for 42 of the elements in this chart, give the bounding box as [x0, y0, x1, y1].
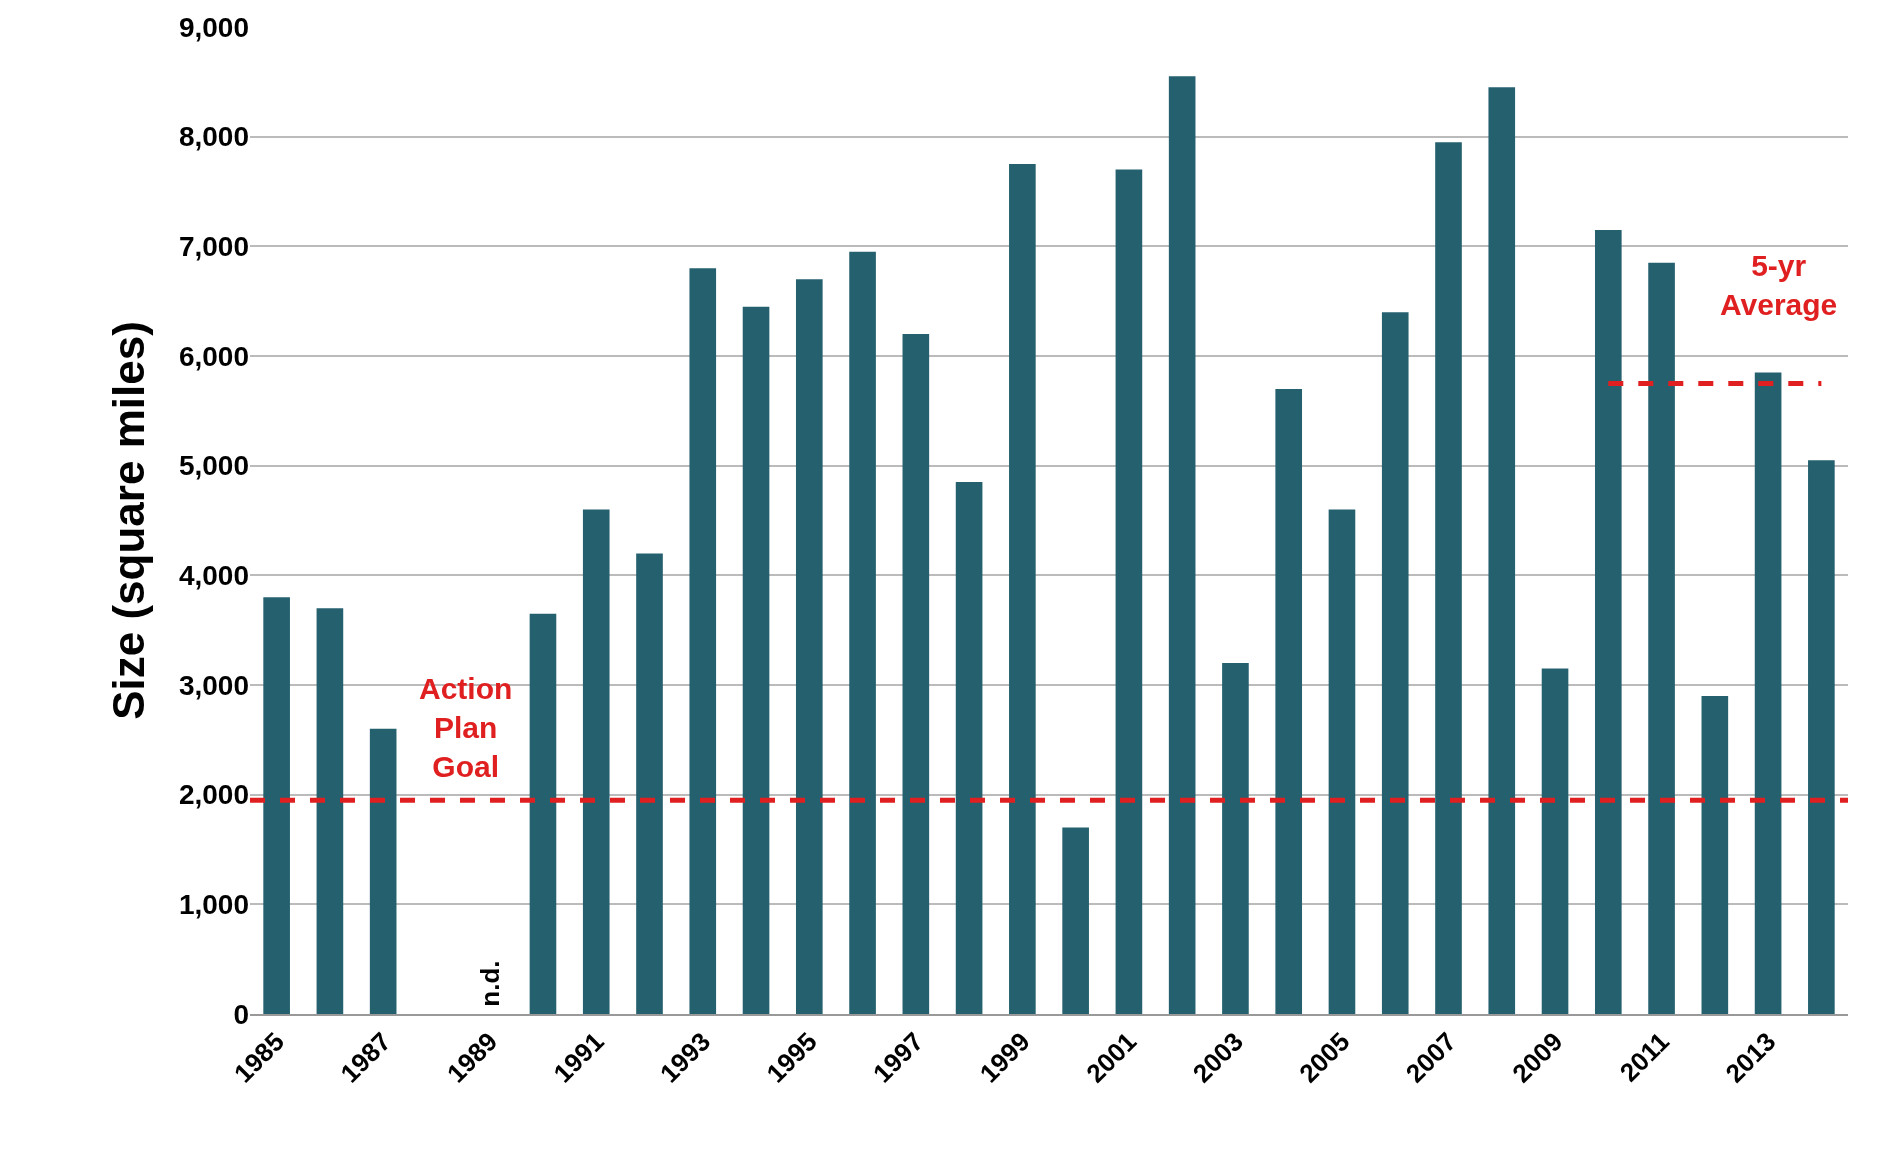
y-tick-label: 6,000 [178, 340, 249, 372]
bar [1701, 695, 1729, 1014]
bar [636, 553, 663, 1014]
bar [689, 268, 717, 1014]
annotation: n.d. [474, 960, 505, 1007]
bar [1594, 229, 1622, 1014]
bar [849, 251, 876, 1014]
y-tick-label: 1,000 [178, 889, 249, 921]
bar [1062, 827, 1089, 1014]
bar [1754, 372, 1782, 1014]
y-tick-label: 7,000 [178, 231, 249, 263]
ref-line-label: Action Plan Goal [419, 672, 513, 783]
bar [529, 613, 557, 1014]
y-tick-label: 5,000 [178, 450, 249, 482]
y-axis-title: Size (square miles) [104, 321, 154, 720]
bar [1328, 509, 1356, 1014]
bar [1808, 460, 1835, 1014]
bar [1648, 262, 1675, 1014]
bar [742, 306, 770, 1014]
bar [1541, 668, 1569, 1014]
bar [369, 728, 397, 1014]
bar [1168, 76, 1196, 1014]
bar [1222, 663, 1249, 1014]
bar [902, 334, 930, 1014]
y-tick-label: 2,000 [178, 779, 249, 811]
bar [1115, 169, 1143, 1014]
bar [795, 279, 823, 1014]
bar [1435, 142, 1462, 1014]
y-tick-label: 0 [233, 998, 249, 1030]
bar [955, 482, 983, 1014]
bar [582, 509, 610, 1014]
y-tick-label: 8,000 [178, 121, 249, 153]
bar [1009, 164, 1036, 1014]
y-tick-label: 9,000 [178, 11, 249, 43]
y-tick-label: 4,000 [178, 560, 249, 592]
bar [1488, 87, 1516, 1014]
bar [263, 597, 290, 1014]
y-tick-label: 3,000 [178, 669, 249, 701]
text: 5-yr Average [1720, 249, 1838, 321]
bar [316, 608, 344, 1014]
bar [1381, 312, 1409, 1014]
bar [1275, 388, 1303, 1014]
